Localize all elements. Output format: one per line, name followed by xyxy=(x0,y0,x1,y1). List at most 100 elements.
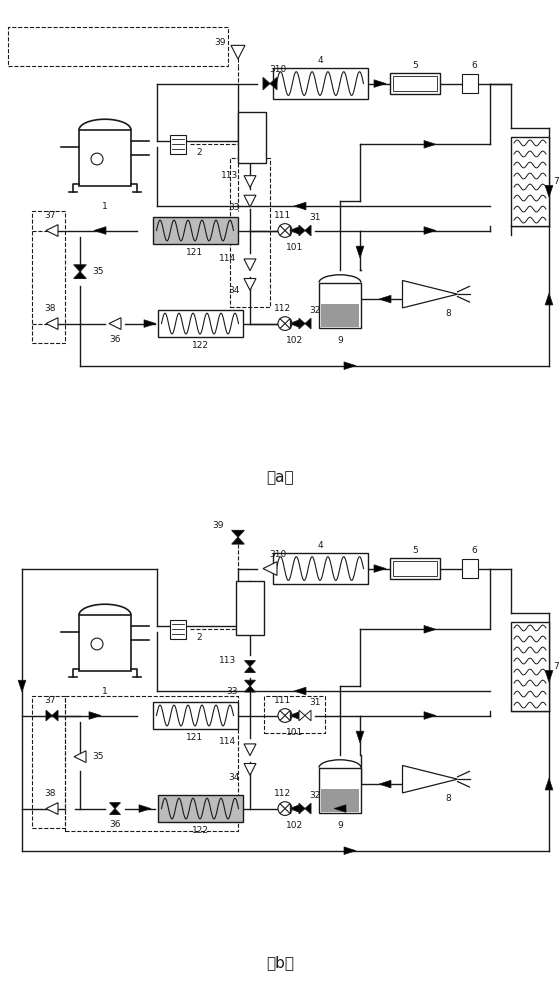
Text: 111: 111 xyxy=(274,696,292,705)
Text: 102: 102 xyxy=(286,821,304,830)
Polygon shape xyxy=(52,710,58,721)
Polygon shape xyxy=(305,710,311,721)
Text: 2: 2 xyxy=(196,148,202,157)
Text: 39: 39 xyxy=(212,521,224,530)
Polygon shape xyxy=(245,686,255,692)
Text: 33: 33 xyxy=(226,688,238,696)
Text: 36: 36 xyxy=(109,335,121,344)
Polygon shape xyxy=(305,225,311,236)
Bar xyxy=(393,561,437,576)
Text: 7: 7 xyxy=(553,177,559,186)
Polygon shape xyxy=(290,712,300,719)
Polygon shape xyxy=(356,731,364,743)
Text: 1: 1 xyxy=(102,687,108,696)
Polygon shape xyxy=(403,765,458,793)
Text: 6: 6 xyxy=(471,61,477,70)
Text: 32: 32 xyxy=(309,791,321,800)
Polygon shape xyxy=(46,225,58,236)
Polygon shape xyxy=(379,295,391,303)
Text: 5: 5 xyxy=(412,61,418,70)
Circle shape xyxy=(278,802,292,815)
Polygon shape xyxy=(545,185,553,197)
Bar xyxy=(511,622,549,711)
Polygon shape xyxy=(424,140,436,148)
Bar xyxy=(390,73,440,94)
Circle shape xyxy=(91,153,103,165)
Polygon shape xyxy=(74,751,86,763)
Polygon shape xyxy=(290,320,300,327)
Polygon shape xyxy=(144,320,156,327)
Text: 31: 31 xyxy=(309,698,321,707)
Bar xyxy=(319,283,361,328)
Bar xyxy=(511,137,549,226)
Bar xyxy=(157,310,242,337)
Polygon shape xyxy=(245,667,255,672)
Polygon shape xyxy=(244,744,256,756)
Bar xyxy=(152,217,237,244)
Text: 38: 38 xyxy=(44,789,56,798)
Polygon shape xyxy=(263,77,270,90)
Text: 37: 37 xyxy=(44,211,56,220)
Bar xyxy=(170,135,186,154)
Text: 114: 114 xyxy=(220,254,236,263)
Text: 111: 111 xyxy=(274,211,292,220)
Bar xyxy=(319,768,361,813)
Polygon shape xyxy=(379,780,391,788)
Bar xyxy=(79,615,131,671)
Text: 34: 34 xyxy=(228,286,240,295)
Polygon shape xyxy=(344,362,356,370)
Text: 102: 102 xyxy=(286,336,304,345)
Polygon shape xyxy=(299,225,305,236)
Polygon shape xyxy=(74,265,86,272)
Bar xyxy=(236,581,264,635)
Text: 8: 8 xyxy=(445,794,451,803)
Bar xyxy=(79,130,131,186)
Bar xyxy=(152,702,237,729)
Text: 6: 6 xyxy=(471,546,477,555)
Polygon shape xyxy=(344,847,356,855)
Text: 101: 101 xyxy=(286,728,304,737)
Polygon shape xyxy=(545,670,553,682)
Polygon shape xyxy=(305,803,311,814)
Polygon shape xyxy=(244,764,256,775)
Text: 310: 310 xyxy=(269,550,287,559)
Text: 310: 310 xyxy=(269,65,287,74)
Polygon shape xyxy=(545,293,553,305)
Polygon shape xyxy=(245,680,255,686)
Text: 36: 36 xyxy=(109,820,121,829)
Polygon shape xyxy=(244,279,256,290)
Polygon shape xyxy=(374,565,386,572)
Text: 39: 39 xyxy=(214,38,226,47)
Circle shape xyxy=(278,709,292,722)
Text: 32: 32 xyxy=(309,306,321,315)
Text: 35: 35 xyxy=(92,267,104,276)
Polygon shape xyxy=(232,537,244,544)
Polygon shape xyxy=(244,259,256,271)
Polygon shape xyxy=(299,710,305,721)
Polygon shape xyxy=(424,227,436,234)
Polygon shape xyxy=(356,246,364,258)
Text: 113: 113 xyxy=(220,656,237,665)
Bar xyxy=(170,620,186,639)
Bar xyxy=(273,68,367,99)
Bar xyxy=(393,76,437,91)
Bar xyxy=(157,795,242,822)
Polygon shape xyxy=(139,805,151,812)
Text: 1: 1 xyxy=(102,202,108,211)
Text: 7: 7 xyxy=(553,662,559,671)
Text: 113: 113 xyxy=(221,171,239,180)
Polygon shape xyxy=(46,710,52,721)
Text: 38: 38 xyxy=(44,304,56,313)
Text: 101: 101 xyxy=(286,243,304,252)
Polygon shape xyxy=(334,805,346,812)
Polygon shape xyxy=(110,809,120,814)
Text: 122: 122 xyxy=(192,341,208,350)
Text: 33: 33 xyxy=(228,202,240,212)
Text: 9: 9 xyxy=(337,821,343,830)
Polygon shape xyxy=(109,318,121,329)
Text: 122: 122 xyxy=(192,826,208,835)
Polygon shape xyxy=(46,318,58,329)
Polygon shape xyxy=(545,778,553,790)
Text: 9: 9 xyxy=(337,336,343,345)
Text: 121: 121 xyxy=(186,733,204,742)
